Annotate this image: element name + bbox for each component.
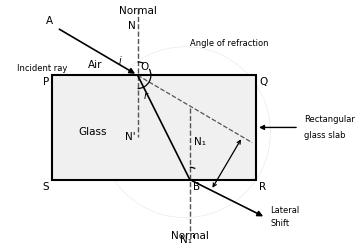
Text: Glass: Glass: [79, 127, 107, 137]
Text: Rectangular: Rectangular: [304, 115, 355, 124]
Text: N: N: [128, 21, 136, 31]
Text: Q: Q: [259, 77, 268, 87]
Text: Normal: Normal: [171, 231, 209, 241]
Text: i: i: [119, 56, 122, 66]
Text: Normal: Normal: [119, 6, 157, 16]
Text: Incident ray: Incident ray: [17, 64, 68, 73]
Text: R: R: [259, 182, 266, 192]
Text: r: r: [143, 91, 147, 101]
Text: A: A: [46, 16, 53, 26]
Text: glass slab: glass slab: [304, 130, 345, 140]
Text: N₁: N₁: [193, 137, 206, 147]
Text: N₁': N₁': [180, 235, 195, 245]
Text: P: P: [43, 77, 49, 87]
Text: B: B: [193, 182, 200, 192]
Text: Angle of refraction: Angle of refraction: [190, 40, 268, 48]
Text: O: O: [140, 62, 149, 72]
Text: Shift: Shift: [270, 219, 290, 228]
Text: Lateral: Lateral: [270, 206, 300, 214]
Text: S: S: [43, 182, 49, 192]
Text: Air: Air: [88, 60, 102, 70]
Text: N': N': [125, 132, 136, 142]
Bar: [52, 75, 256, 180]
